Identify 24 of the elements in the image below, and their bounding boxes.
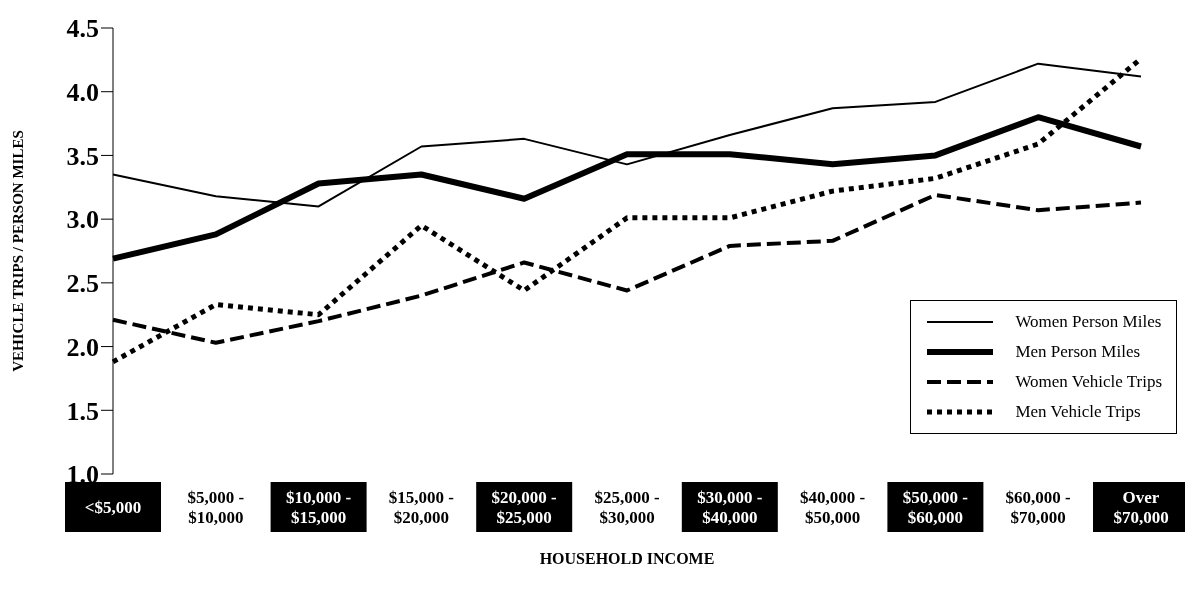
x-axis-title: HOUSEHOLD INCOME xyxy=(539,550,715,567)
y-tick-label: 2.0 xyxy=(66,332,99,362)
y-axis-title: VEHICLE TRIPS / PERSON MILES xyxy=(10,130,27,372)
x-tick-label: <$5,000 xyxy=(84,497,142,517)
legend-label: Women Person Miles xyxy=(1015,312,1162,332)
y-tick-label: 4.0 xyxy=(66,77,99,107)
x-tick-label: $50,000 - $60,000 xyxy=(902,487,969,527)
y-tick-label: 2.5 xyxy=(66,269,99,299)
x-tick-label: $60,000 - $70,000 xyxy=(1005,487,1072,527)
legend-label: Women Vehicle Trips xyxy=(1015,372,1162,392)
y-tick-label: 3.0 xyxy=(66,205,99,235)
y-tick-label: 1.5 xyxy=(66,396,99,426)
legend-label: Men Person Miles xyxy=(1015,342,1141,362)
x-tick-label: Over $70,000 xyxy=(1113,487,1169,527)
x-tick-label: $30,000 - $40,000 xyxy=(697,487,763,527)
x-tick-label: $5,000 - $10,000 xyxy=(187,487,245,527)
x-tick-label: $10,000 - $15,000 xyxy=(286,487,352,527)
y-tick-label: 4.5 xyxy=(66,14,99,44)
x-tick-label: $15,000 - $20,000 xyxy=(388,487,455,527)
x-tick-label: $20,000 - $25,000 xyxy=(491,487,558,527)
y-tick-label: 3.5 xyxy=(66,141,99,171)
x-tick-label: $25,000 - $30,000 xyxy=(594,487,660,527)
legend-label: Men Vehicle Trips xyxy=(1015,402,1141,422)
x-tick-label: $40,000 - $50,000 xyxy=(800,487,866,527)
